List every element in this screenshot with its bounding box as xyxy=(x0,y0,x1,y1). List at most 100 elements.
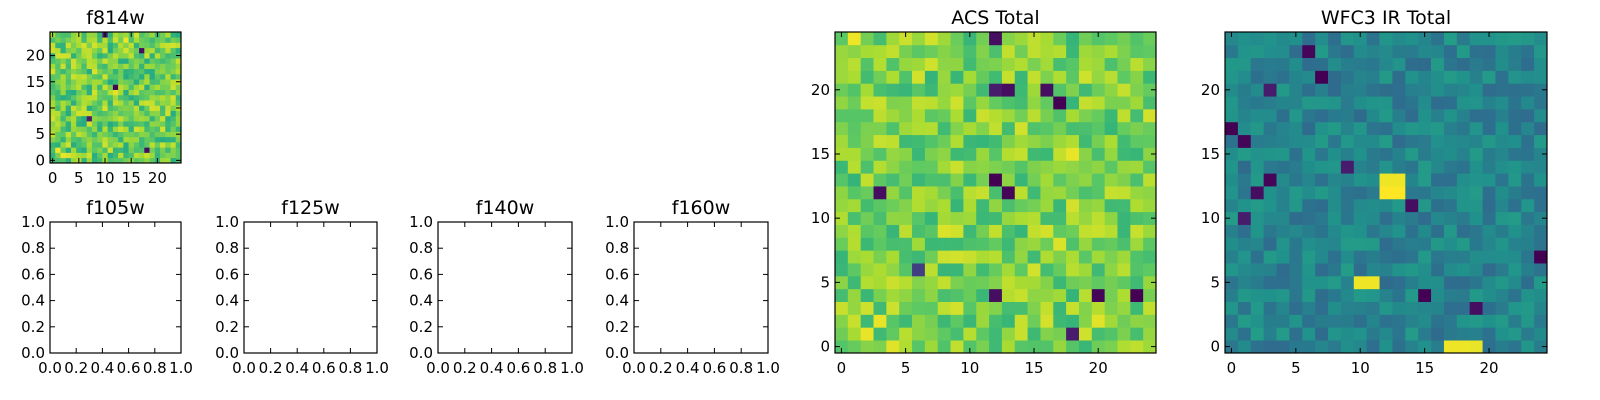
heatmap-cell xyxy=(102,110,108,117)
heatmap-cell xyxy=(144,94,150,101)
heatmap-cell xyxy=(950,173,964,187)
heatmap-cell xyxy=(70,84,77,90)
heatmap-cell xyxy=(1225,198,1239,213)
heatmap-cell xyxy=(989,327,1003,341)
heatmap-cell xyxy=(976,44,990,59)
heatmap-cell xyxy=(50,142,56,148)
heatmap-cell xyxy=(60,121,67,127)
heatmap-cell xyxy=(1328,186,1342,200)
heatmap-cell xyxy=(950,340,964,354)
heatmap-cell xyxy=(989,224,1003,238)
heatmap-cell xyxy=(1130,327,1144,341)
heatmap-cell xyxy=(1302,96,1316,110)
heatmap-cell xyxy=(97,94,103,101)
heatmap-cell xyxy=(886,83,900,97)
heatmap-cell xyxy=(1078,70,1093,84)
heatmap-cell xyxy=(886,237,900,251)
heatmap-cell xyxy=(1340,121,1355,136)
heatmap-cell xyxy=(1405,224,1419,238)
heatmap-cell xyxy=(1091,70,1105,84)
x-tick-label: 10 xyxy=(960,359,979,377)
heatmap-cell xyxy=(1366,237,1380,251)
heatmap-cell xyxy=(102,73,108,80)
heatmap-cell xyxy=(1443,301,1458,315)
heatmap-cell xyxy=(899,327,913,341)
heatmap-cell xyxy=(950,288,964,302)
heatmap-cell xyxy=(50,100,56,106)
heatmap-cell xyxy=(1456,121,1471,136)
heatmap-cell xyxy=(1405,134,1419,148)
heatmap-cell xyxy=(1027,263,1041,277)
heatmap-cell xyxy=(1508,301,1522,315)
heatmap-cell xyxy=(91,37,98,43)
heatmap-cell xyxy=(1263,224,1277,238)
heatmap-cell xyxy=(912,211,926,225)
heatmap-cell xyxy=(950,263,964,277)
heatmap-cell xyxy=(91,142,98,148)
heatmap-cell xyxy=(55,63,61,70)
heatmap-cell xyxy=(1340,211,1355,225)
heatmap-cell xyxy=(1117,263,1131,277)
heatmap-cell xyxy=(86,142,93,148)
heatmap-cell xyxy=(149,37,156,43)
heatmap-cell xyxy=(139,121,145,127)
heatmap-cell xyxy=(1495,83,1509,97)
heatmap-cell xyxy=(1289,121,1303,136)
heatmap-cell xyxy=(886,263,900,277)
heatmap-cell xyxy=(1091,288,1105,302)
heatmap-cell xyxy=(1066,275,1080,290)
heatmap-cell xyxy=(937,32,951,46)
heatmap-cell xyxy=(1379,211,1393,225)
heatmap-cell xyxy=(1143,96,1157,110)
heatmap-cell xyxy=(1456,96,1471,110)
heatmap-cell xyxy=(912,186,926,200)
heatmap-cell xyxy=(1302,160,1316,174)
heatmap-cell xyxy=(1250,109,1264,123)
heatmap-cell xyxy=(1431,301,1445,315)
heatmap-cell xyxy=(123,152,129,159)
heatmap-cell xyxy=(1315,314,1329,328)
heatmap-cell xyxy=(1143,83,1157,97)
heatmap-cell xyxy=(1143,57,1157,71)
y-tick-label: 1.0 xyxy=(215,213,239,231)
heatmap-cell xyxy=(97,142,103,148)
heatmap-cell xyxy=(963,340,977,354)
heatmap-cell xyxy=(1276,198,1290,213)
heatmap-cell xyxy=(123,32,129,38)
heatmap-cell xyxy=(1405,32,1419,46)
heatmap-cell xyxy=(976,198,990,213)
heatmap-cell xyxy=(1040,44,1054,59)
heatmap-cell xyxy=(50,147,56,153)
heatmap-cell xyxy=(1366,263,1380,277)
heatmap-cell xyxy=(170,121,177,127)
heatmap-cell xyxy=(112,115,119,122)
heatmap-cell xyxy=(1328,340,1342,354)
heatmap-cell xyxy=(1469,109,1483,123)
heatmap-cell xyxy=(102,42,108,49)
heatmap-cell xyxy=(1418,83,1432,97)
heatmap-cell xyxy=(1379,57,1393,71)
heatmap-cell xyxy=(873,160,887,174)
heatmap-cell xyxy=(1302,186,1316,200)
heatmap-cell xyxy=(1078,83,1093,97)
heatmap-cell xyxy=(886,198,900,213)
y-tick-label: 0.6 xyxy=(215,265,239,283)
heatmap-cell xyxy=(1315,288,1329,302)
heatmap-cell xyxy=(1276,275,1290,290)
heatmap-cell xyxy=(128,136,135,143)
heatmap-cell xyxy=(65,94,72,101)
heatmap-cell xyxy=(76,126,82,132)
heatmap-cell xyxy=(963,198,977,213)
heatmap-cell xyxy=(1276,57,1290,71)
heatmap-cell xyxy=(912,250,926,264)
heatmap-cell xyxy=(1443,44,1458,59)
heatmap-area xyxy=(1225,32,1548,354)
heatmap-cell xyxy=(1104,198,1118,213)
heatmap-cell xyxy=(1091,96,1105,110)
x-tick-label: 0.8 xyxy=(729,359,753,377)
heatmap-cell xyxy=(107,52,114,59)
heatmap-cell xyxy=(65,142,72,148)
heatmap-cell xyxy=(847,224,862,238)
heatmap-cell xyxy=(1456,173,1471,187)
x-tick-labels: 0 5 10 15 20 xyxy=(1227,359,1499,377)
